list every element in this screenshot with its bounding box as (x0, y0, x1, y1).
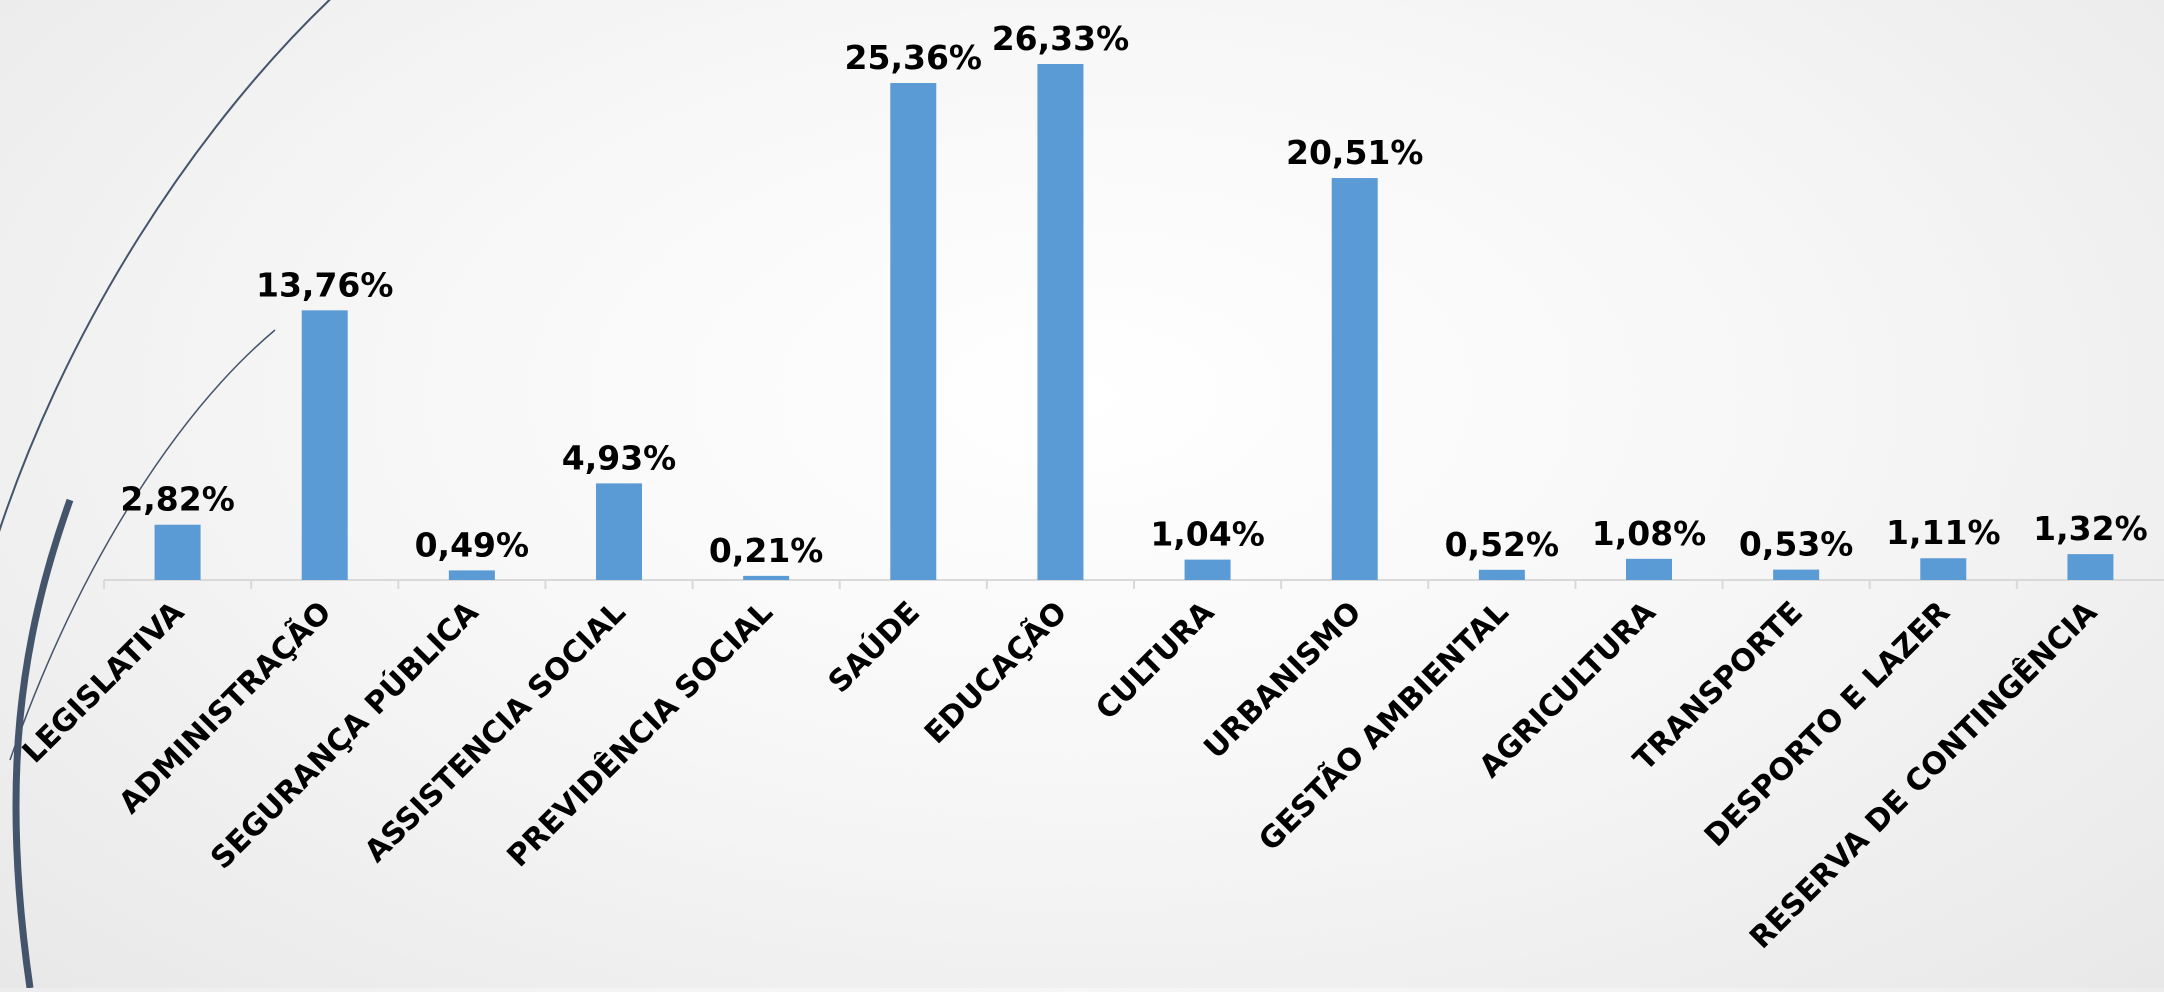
bar (890, 83, 937, 581)
data-label: 1,32% (2033, 509, 2148, 548)
data-label: 4,93% (562, 438, 677, 477)
x-tick-label: ASSISTENCIA SOCIAL (358, 595, 633, 870)
bar (1037, 64, 1084, 580)
data-label: 1,04% (1150, 515, 1265, 554)
bar (2067, 554, 2114, 580)
data-label: 0,21% (709, 531, 824, 570)
data-label: 13,76% (256, 265, 393, 304)
bar (1331, 178, 1378, 580)
bar (1920, 558, 1967, 580)
decorative-arc-inner (9, 329, 276, 761)
x-tick-label: CULTURA (1089, 594, 1222, 727)
data-label: 1,11% (1886, 513, 2001, 552)
bar (301, 310, 348, 580)
decorative-arcs (0, 0, 331, 989)
x-tick-label: GESTÃO AMBIENTAL (1251, 593, 1516, 858)
bar (743, 575, 790, 580)
bar (1626, 558, 1672, 580)
x-tick-label: PREVIDÊNCIA SOCIAL (500, 594, 780, 874)
x-tick-label: SAÚDE (820, 593, 927, 700)
data-label: 26,33% (992, 19, 1129, 58)
x-axis (103, 579, 2164, 589)
bars (154, 64, 2114, 581)
data-label: 2,82% (120, 480, 235, 519)
data-label: 25,36% (845, 38, 982, 77)
bar (596, 483, 642, 580)
bar (448, 570, 495, 580)
x-tick-label: SEGURANÇA PÚBLICA (203, 593, 486, 876)
data-labels: 2,82% 13,76% 0,49% 4,93% 0,21% 25,36% 26,33% 1,… (120, 19, 2147, 570)
bar (154, 524, 201, 580)
x-tick-label: DESPORTO E LAZER (1698, 595, 1957, 854)
bar (1773, 569, 1820, 580)
data-label: 0,53% (1739, 525, 1854, 564)
x-tick-label: URBANISMO (1197, 595, 1368, 766)
x-tick-label: EDUCAÇÃO (917, 593, 1074, 750)
bar (1184, 559, 1231, 580)
data-label: 20,51% (1286, 133, 1423, 172)
decorative-arc-thick (12, 498, 74, 989)
data-label: 0,52% (1445, 525, 1560, 564)
decorative-arc-thin (0, 0, 331, 532)
bar (1478, 569, 1525, 580)
data-label: 0,49% (415, 525, 530, 564)
data-label: 1,08% (1592, 514, 1707, 553)
